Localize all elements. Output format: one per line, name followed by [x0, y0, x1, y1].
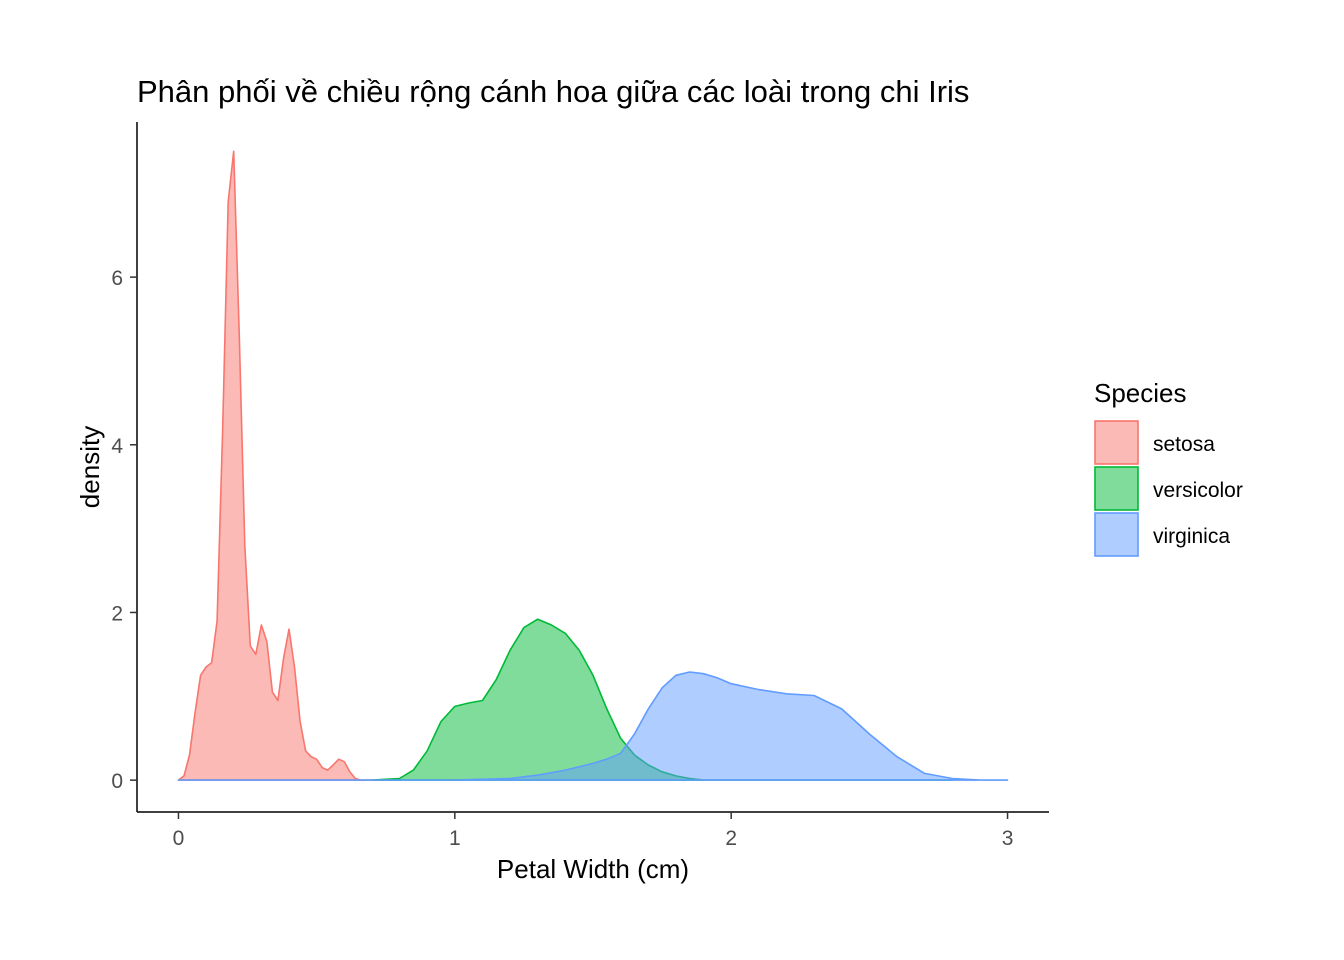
- chart-title: Phân phối về chiều rộng cánh hoa giữa cá…: [137, 74, 969, 109]
- legend-items: setosa versicolor virginica: [1094, 420, 1243, 557]
- legend-key-virginica: [1094, 512, 1139, 557]
- x-tick-label: 0: [173, 827, 185, 850]
- y-ticks: 0 2 4 6: [111, 267, 137, 793]
- x-tick-label: 3: [1002, 827, 1014, 850]
- legend-key-setosa: [1094, 420, 1139, 465]
- legend-key-versicolor: [1094, 466, 1139, 511]
- x-tick-label: 1: [449, 827, 461, 850]
- legend-title: Species: [1094, 378, 1187, 408]
- y-tick-label: 6: [111, 267, 123, 290]
- density-area-virginica: [177, 671, 1009, 781]
- y-tick-label: 0: [111, 770, 123, 793]
- x-tick-label: 2: [725, 827, 737, 850]
- density-area-setosa: [177, 150, 373, 781]
- x-ticks: 0 1 2 3: [173, 812, 1014, 850]
- y-tick-label: 4: [111, 435, 123, 458]
- y-tick-label: 2: [111, 602, 123, 625]
- plot-areas: [177, 150, 1009, 781]
- legend-label-virginica: virginica: [1153, 525, 1230, 548]
- legend-label-setosa: setosa: [1153, 433, 1215, 456]
- legend-label-versicolor: versicolor: [1153, 479, 1243, 502]
- x-axis-title: Petal Width (cm): [497, 854, 689, 884]
- legend: Species setosa versicolor virginica: [1094, 378, 1243, 557]
- y-axis-title: density: [75, 426, 105, 508]
